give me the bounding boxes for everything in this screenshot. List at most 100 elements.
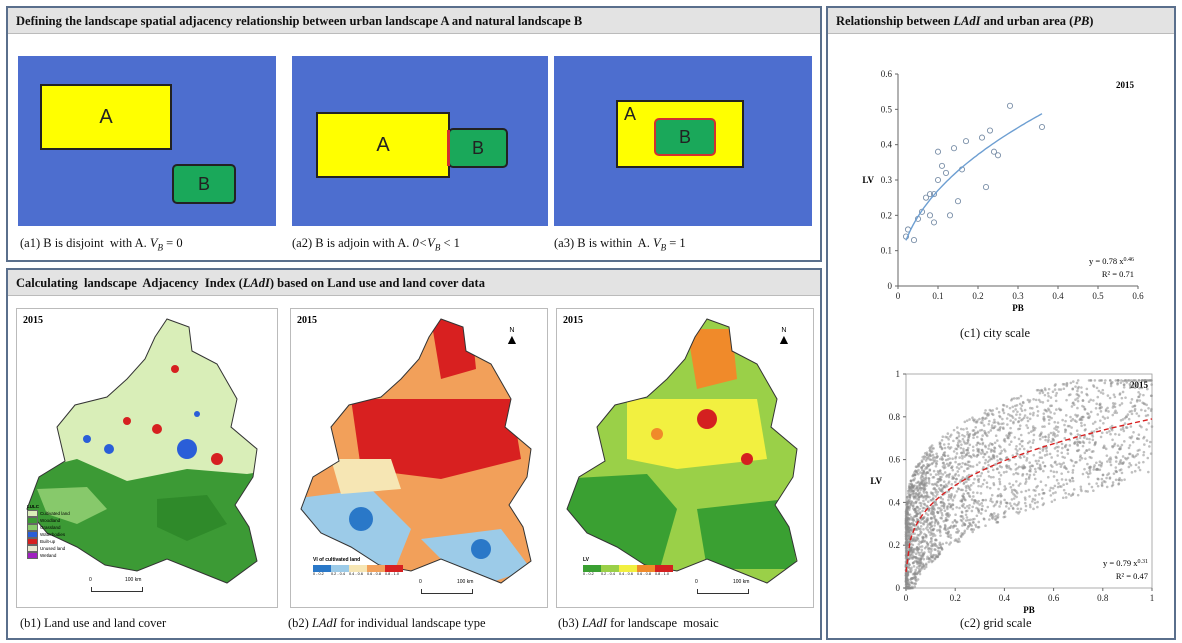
data-point xyxy=(980,472,984,475)
x-tick-label: 0.4 xyxy=(1052,291,1064,301)
data-point xyxy=(1017,501,1021,504)
data-point xyxy=(1094,407,1098,410)
data-point xyxy=(912,491,915,494)
data-point xyxy=(954,198,962,205)
data-point xyxy=(940,547,944,551)
data-point xyxy=(1033,426,1037,430)
data-point xyxy=(1060,451,1064,455)
data-point xyxy=(1059,388,1063,391)
data-point xyxy=(1020,490,1023,494)
legend-swatch xyxy=(27,510,38,517)
data-point xyxy=(908,540,912,543)
ramp-swatch xyxy=(637,565,655,572)
data-point xyxy=(979,485,983,488)
data-point xyxy=(1023,408,1027,412)
data-point xyxy=(928,458,931,461)
data-point xyxy=(1100,405,1103,409)
data-point xyxy=(1081,444,1085,448)
data-point xyxy=(911,555,915,558)
data-point xyxy=(1068,444,1072,447)
data-point xyxy=(961,524,964,527)
data-point xyxy=(1019,407,1023,410)
x-tick-label: 0.5 xyxy=(1092,291,1104,301)
data-point xyxy=(962,428,965,431)
data-point xyxy=(930,444,934,447)
data-point xyxy=(972,449,975,452)
data-point xyxy=(1041,492,1045,495)
data-point xyxy=(904,542,908,545)
data-point xyxy=(926,212,934,219)
data-point xyxy=(1111,438,1114,442)
data-point xyxy=(998,505,1001,508)
data-point xyxy=(980,448,984,452)
data-point xyxy=(915,500,918,503)
data-point xyxy=(1150,425,1154,428)
data-point xyxy=(1024,477,1028,481)
data-point xyxy=(1071,479,1075,483)
data-point xyxy=(961,433,964,437)
data-point xyxy=(921,554,925,558)
data-point xyxy=(1010,490,1014,494)
data-point xyxy=(919,563,923,567)
data-point xyxy=(966,438,970,442)
data-point xyxy=(918,208,926,215)
data-point xyxy=(1083,428,1087,432)
data-point xyxy=(1138,393,1142,396)
data-point xyxy=(913,537,916,541)
data-point xyxy=(927,560,931,564)
data-point xyxy=(981,421,984,425)
data-point xyxy=(1089,465,1092,469)
data-point xyxy=(924,476,928,479)
data-point xyxy=(1135,412,1139,415)
data-point xyxy=(1055,428,1058,432)
data-point xyxy=(911,521,915,525)
data-point xyxy=(921,562,925,566)
data-point xyxy=(1039,480,1043,484)
data-point xyxy=(964,513,968,517)
data-point xyxy=(946,506,949,509)
data-point xyxy=(923,546,927,550)
data-point xyxy=(1142,435,1146,439)
data-point xyxy=(968,518,972,522)
data-point xyxy=(993,450,996,454)
data-point xyxy=(952,450,956,453)
data-point xyxy=(960,451,964,455)
data-point xyxy=(997,410,1001,414)
data-point xyxy=(1119,462,1123,465)
data-point xyxy=(1046,399,1050,402)
data-point xyxy=(1088,469,1092,473)
data-point xyxy=(1049,486,1053,490)
data-point xyxy=(1024,489,1028,493)
data-point xyxy=(904,554,908,557)
data-point xyxy=(1092,465,1096,469)
data-point xyxy=(1019,394,1023,398)
data-point xyxy=(956,487,960,490)
data-point xyxy=(963,420,967,424)
data-point xyxy=(1008,502,1012,505)
data-point xyxy=(1042,412,1046,415)
data-point xyxy=(1130,409,1133,413)
data-point xyxy=(1098,426,1102,430)
data-point xyxy=(965,475,969,478)
data-point xyxy=(929,551,933,555)
data-point xyxy=(991,409,995,412)
data-point xyxy=(951,503,955,507)
data-point xyxy=(1002,404,1006,407)
data-point xyxy=(1041,391,1045,394)
data-point xyxy=(930,450,934,453)
data-point xyxy=(941,457,944,461)
y-tick-label: 0 xyxy=(896,583,901,593)
data-point xyxy=(982,517,986,520)
data-point xyxy=(943,523,947,527)
data-point xyxy=(1129,379,1133,382)
data-point xyxy=(937,546,941,550)
lv-legend: LV 0 - 0.2 0.2 - 0.4 0.4 - 0.6 0.6 - 0.8 0.8… xyxy=(583,557,673,576)
vi-map xyxy=(300,318,532,584)
data-point xyxy=(976,526,980,529)
data-point xyxy=(1032,473,1036,476)
legend-item: Wetland xyxy=(27,552,70,559)
data-point xyxy=(930,525,933,528)
data-point xyxy=(1002,411,1006,415)
data-point xyxy=(995,455,999,458)
data-point xyxy=(1076,414,1080,417)
